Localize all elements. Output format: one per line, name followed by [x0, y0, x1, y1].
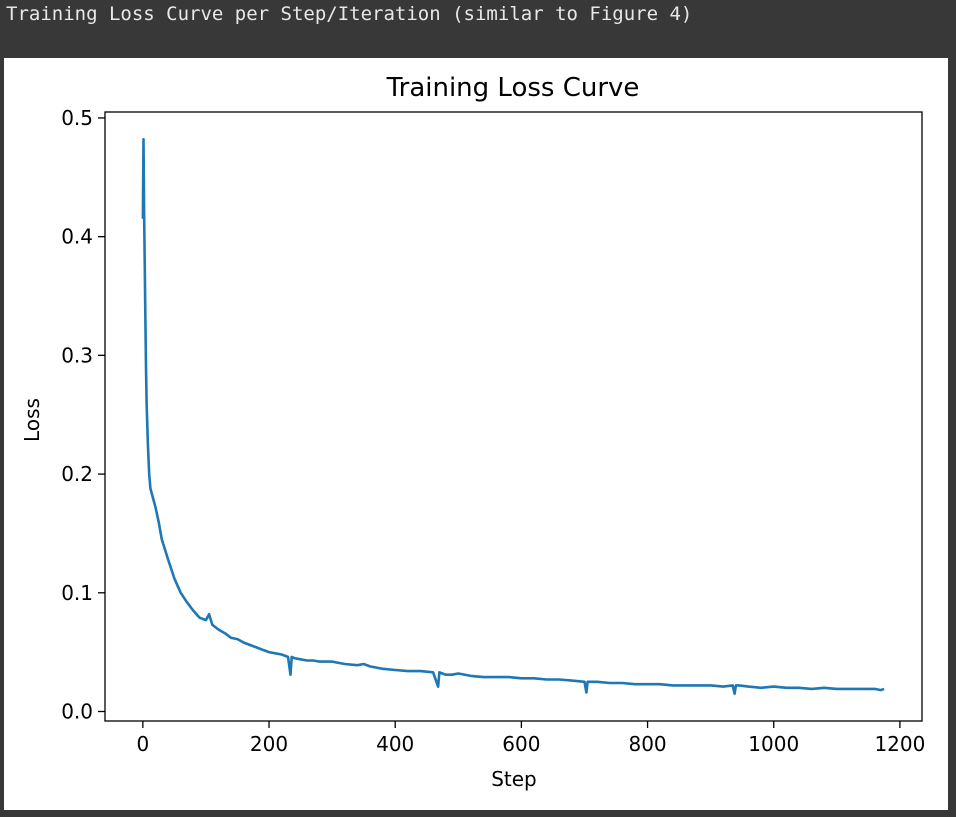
y-axis-label: Loss	[20, 398, 44, 442]
x-tick-label: 1200	[874, 732, 925, 756]
x-axis-label: Step	[491, 767, 537, 791]
chart-title: Training Loss Curve	[386, 73, 640, 103]
x-tick-label: 0	[136, 732, 149, 756]
y-tick-label: 0.2	[61, 462, 93, 486]
ticks-layer: 0 200 400 600 800 1000 1200 0.0 0.1 0.2 0.3 0.4 0.5	[61, 106, 925, 756]
loss-series-line	[141, 138, 885, 695]
y-tick-label: 0.1	[61, 581, 93, 605]
y-tick-label: 0.3	[61, 343, 93, 367]
y-tick-label: 0.4	[61, 225, 93, 249]
y-tick-label: 0.5	[61, 106, 93, 130]
x-tick-label: 1000	[748, 732, 799, 756]
x-tick-label: 800	[628, 732, 666, 756]
figure: Training Loss Curve Loss Step 0 200 400 600…	[4, 58, 948, 810]
x-tick-label: 400	[376, 732, 414, 756]
y-tick-label: 0.0	[61, 700, 93, 724]
x-tick-label: 600	[502, 732, 540, 756]
x-tick-label: 200	[250, 732, 288, 756]
plot-frame	[104, 111, 923, 722]
loss-chart: Training Loss Curve Loss Step 0 200 400 600…	[20, 73, 925, 791]
cell-output-title: Training Loss Curve per Step/Iteration (…	[6, 3, 693, 25]
